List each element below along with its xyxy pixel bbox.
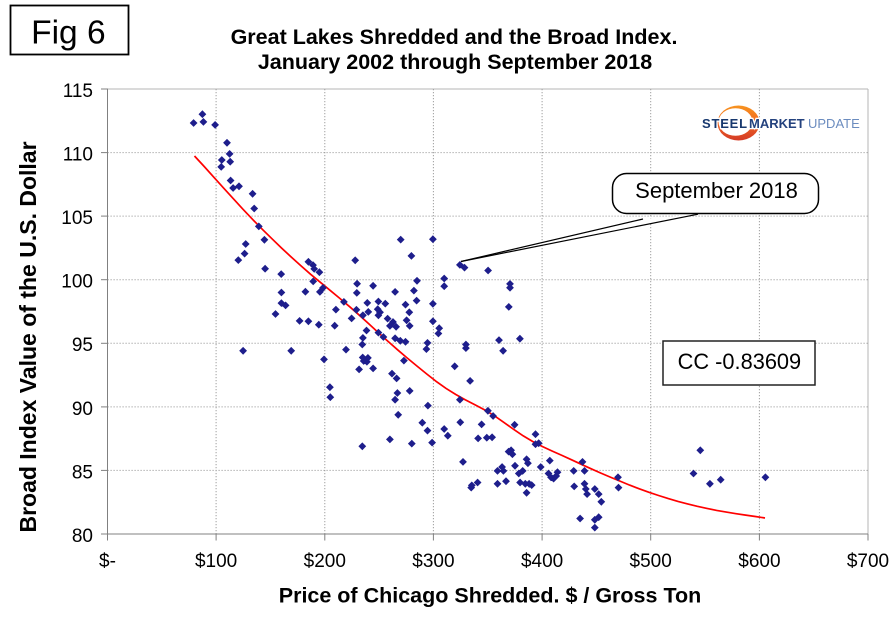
svg-text:$700: $700	[847, 551, 889, 572]
svg-text:January 2002 through September: January 2002 through September 2018	[258, 50, 652, 74]
svg-text:110: 110	[63, 145, 93, 166]
svg-text:105: 105	[61, 208, 93, 229]
svg-text:$100: $100	[195, 551, 237, 572]
svg-text:$-: $-	[99, 551, 116, 572]
svg-text:STEEL: STEEL	[702, 116, 748, 131]
svg-text:$400: $400	[521, 551, 563, 572]
svg-text:CC -0.83609: CC -0.83609	[678, 349, 802, 374]
svg-text:$200: $200	[304, 551, 346, 572]
svg-text:MARKET: MARKET	[749, 116, 805, 131]
svg-text:$600: $600	[738, 551, 780, 572]
svg-text:95: 95	[72, 335, 93, 356]
svg-text:UPDATE: UPDATE	[808, 116, 860, 131]
svg-text:Great Lakes Shredded and the B: Great Lakes Shredded and the Broad Index…	[231, 25, 678, 49]
svg-text:$500: $500	[630, 551, 672, 572]
svg-text:Fig 6: Fig 6	[31, 14, 105, 51]
svg-text:100: 100	[61, 272, 93, 293]
svg-text:80: 80	[72, 526, 93, 547]
svg-text:Broad Index Value of the U.S.: Broad Index Value of the U.S. Dollar	[15, 141, 41, 532]
svg-text:Price of Chicago Shredded. $ /: Price of Chicago Shredded. $ / Gross Ton	[279, 584, 702, 608]
svg-text:$300: $300	[412, 551, 454, 572]
svg-text:September 2018: September 2018	[635, 178, 798, 203]
svg-text:85: 85	[72, 462, 93, 483]
svg-text:90: 90	[72, 399, 93, 420]
svg-text:115: 115	[63, 81, 93, 102]
